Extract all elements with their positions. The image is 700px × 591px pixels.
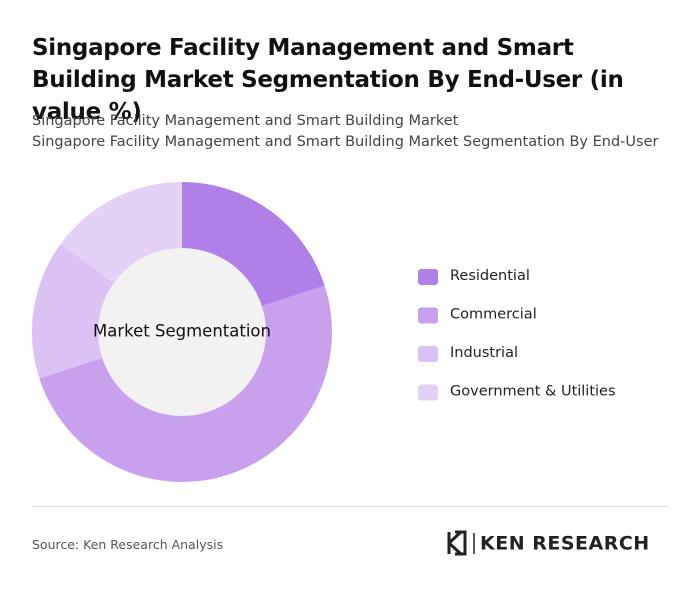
legend-swatch xyxy=(418,269,438,285)
legend-swatch xyxy=(418,307,438,324)
legend-label: Government & Utilities xyxy=(450,384,616,400)
center-label: Market Segmentation xyxy=(93,322,271,341)
legend-label: Residential xyxy=(450,268,530,284)
logo-text: KEN RESEARCH xyxy=(480,533,650,555)
legend-swatch xyxy=(418,346,438,362)
legend-label: Industrial xyxy=(450,345,518,361)
donut-hole xyxy=(98,248,266,416)
title: Singapore Facility Management and Smart … xyxy=(32,35,624,125)
chart: Market Segmentation Residential Commercial… xyxy=(32,182,616,482)
subtitle: Singapore Facility Management and Smart … xyxy=(32,134,659,150)
subtitle: Singapore Facility Management and Smart … xyxy=(32,113,459,129)
legend-swatch xyxy=(418,384,438,401)
legend-label: Commercial xyxy=(450,307,537,323)
source: Source: Ken Research Analysis xyxy=(32,537,224,552)
logo: KEN RESEARCH xyxy=(447,530,650,556)
divider xyxy=(32,506,668,507)
